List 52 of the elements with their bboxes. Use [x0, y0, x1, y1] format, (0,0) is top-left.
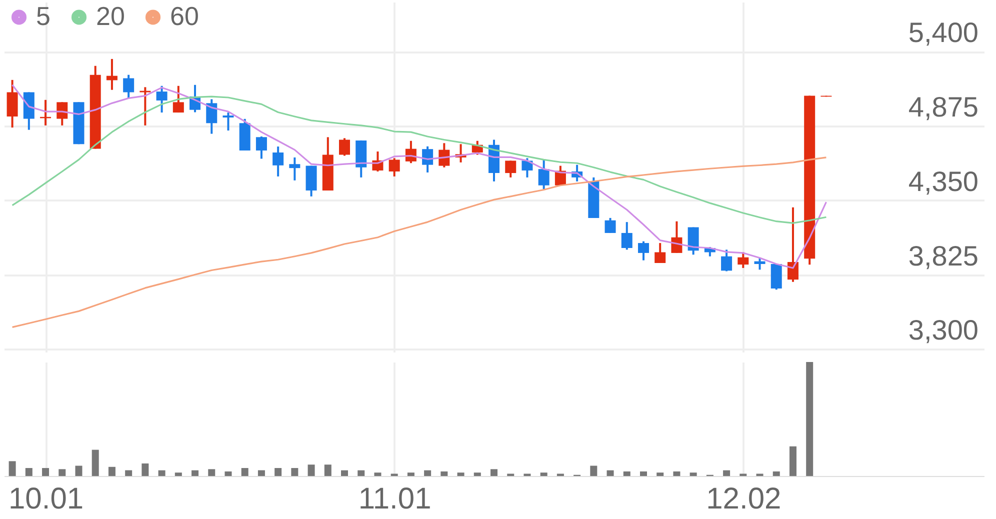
bar [374, 472, 382, 476]
bar [358, 470, 365, 476]
bar [192, 470, 199, 476]
bar [806, 362, 814, 476]
bar [457, 472, 464, 476]
bar [291, 468, 298, 476]
x-tick-label: 11.01 [358, 482, 432, 516]
bar [540, 472, 548, 476]
bar [308, 464, 315, 476]
bar [407, 472, 414, 476]
bar [58, 469, 66, 476]
y-tick-label: 4,350 [908, 166, 978, 197]
bar [208, 469, 216, 476]
bar [490, 469, 498, 476]
y-tick-label: 3,825 [908, 240, 978, 272]
bar [8, 461, 16, 476]
bar [258, 470, 265, 476]
bar [673, 471, 680, 476]
bar [92, 450, 99, 476]
bar [341, 470, 348, 476]
bar [75, 466, 82, 476]
bar [25, 468, 32, 476]
bar [772, 471, 780, 476]
legend-label: 20 [96, 1, 125, 32]
bar [241, 468, 248, 476]
bar [789, 446, 796, 476]
bar [474, 472, 481, 476]
bar [440, 471, 448, 476]
bar [224, 471, 232, 476]
legend-label: 5 [36, 1, 50, 32]
bar [125, 470, 132, 476]
bar [42, 468, 50, 476]
bar [158, 470, 166, 476]
bar [424, 470, 432, 476]
bar [606, 470, 614, 476]
bar [174, 472, 182, 476]
bar [142, 463, 149, 476]
bar [640, 471, 647, 476]
x-tick-label: 12.02 [706, 482, 782, 516]
bar [623, 471, 630, 476]
y-tick-label: 4,875 [908, 91, 978, 122]
x-tick-label: 10.01 [8, 482, 84, 516]
legend-label: 60 [170, 1, 199, 32]
y-tick-label: 3,300 [908, 314, 978, 346]
bar [108, 466, 116, 476]
y-tick-label: 5,400 [908, 17, 978, 48]
bar [274, 468, 282, 476]
bar [656, 472, 664, 476]
bar [590, 466, 598, 476]
bar [690, 472, 697, 476]
bar [723, 470, 730, 476]
bar [324, 464, 332, 476]
